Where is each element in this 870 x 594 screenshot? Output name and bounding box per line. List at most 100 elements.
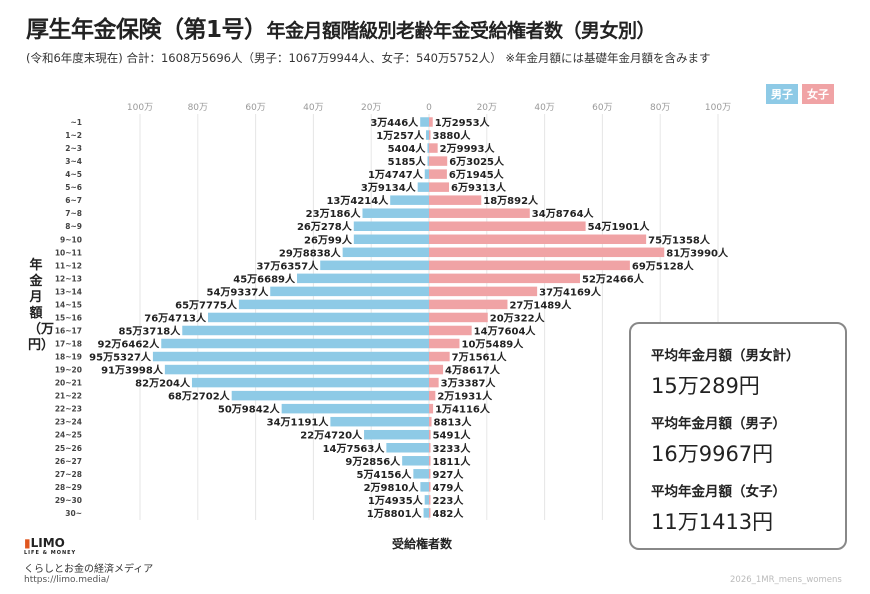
x-tick-label: 20万 xyxy=(361,103,381,113)
x-tick-label: 100万 xyxy=(127,103,153,113)
data-label-female: 2万1931人 xyxy=(437,390,493,403)
bar-female xyxy=(429,508,431,518)
y-tick-label: 23~24 xyxy=(55,418,82,427)
data-label-male: 23万186人 xyxy=(306,207,362,220)
bar-male xyxy=(402,456,429,466)
data-label-female: 6万3025人 xyxy=(449,155,505,168)
data-label-male: 91万3998人 xyxy=(101,364,164,377)
x-tick-label: 100万 xyxy=(705,103,731,113)
data-label-male: 5185人 xyxy=(388,155,427,168)
x-tick-label: 20万 xyxy=(477,103,497,113)
data-label-female: 37万4169人 xyxy=(539,285,602,298)
bar-male xyxy=(420,117,429,127)
bar-female xyxy=(429,403,434,414)
data-label-male: 5万4156人 xyxy=(357,468,413,481)
data-label-male: 22万4720人 xyxy=(300,429,363,442)
bar-male xyxy=(231,390,429,401)
data-label-female: 3万3387人 xyxy=(441,377,497,390)
data-label-female: 69万5128人 xyxy=(632,259,695,272)
bar-female xyxy=(429,247,665,258)
y-tick-label: 22~23 xyxy=(55,405,82,414)
legend-female: 女子 xyxy=(802,84,834,104)
x-tick-label: 80万 xyxy=(188,103,208,113)
x-tick-label: 80万 xyxy=(650,103,670,113)
data-label-male: 45万6689人 xyxy=(233,272,296,285)
bar-female xyxy=(429,364,444,375)
bar-male xyxy=(362,208,429,218)
bar-male xyxy=(238,299,429,310)
site-url[interactable]: https://limo.media/ xyxy=(24,575,110,585)
y-tick-label: 2~3 xyxy=(65,144,82,153)
data-label-female: 14万7604人 xyxy=(474,324,537,337)
data-label-male: 26万278人 xyxy=(297,220,353,233)
data-label-female: 10万5489人 xyxy=(461,338,524,351)
average-value: 11万1413円 xyxy=(651,510,774,534)
x-tick-label: 40万 xyxy=(534,103,554,113)
average-label: 平均年金月額（男子） xyxy=(651,416,786,432)
data-label-male: 14万7563人 xyxy=(323,442,386,455)
data-label-male: 92万6462人 xyxy=(98,338,161,351)
bar-female xyxy=(429,130,431,140)
y-tick-label: 18~19 xyxy=(55,353,82,362)
data-label-male: 54万9337人 xyxy=(206,285,269,298)
average-value: 16万9967円 xyxy=(651,442,774,466)
data-label-male: 50万9842人 xyxy=(218,403,281,416)
data-label-male: 95万5327人 xyxy=(89,351,152,364)
data-label-female: 2万9993人 xyxy=(440,142,496,155)
bar-male xyxy=(426,130,429,140)
tagline: くらしとお金の経済メディア xyxy=(24,564,154,575)
data-label-female: 223人 xyxy=(433,494,465,507)
y-tick-label: 27~28 xyxy=(55,470,82,479)
y-tick-label: 21~22 xyxy=(55,392,82,401)
average-female: 平均年金月額（女子） 11万1413円 xyxy=(651,480,786,536)
y-tick-label: 5~6 xyxy=(65,183,82,192)
bar-female xyxy=(429,169,447,179)
data-label-female: 4万8617人 xyxy=(445,364,501,377)
data-label-female: 27万1489人 xyxy=(509,298,572,311)
y-tick-label: 15~16 xyxy=(55,313,82,322)
image-credit: 2026_1MR_mens_womens xyxy=(730,575,842,585)
x-tick-label: 60万 xyxy=(592,103,612,113)
bar-male xyxy=(364,429,429,440)
data-label-female: 1万4116人 xyxy=(435,403,491,416)
y-tick-label: 7~8 xyxy=(65,209,82,218)
bar-female xyxy=(429,429,431,440)
bar-female xyxy=(429,260,630,271)
data-label-female: 34万8764人 xyxy=(532,207,595,220)
y-tick-label: 29~30 xyxy=(55,496,82,505)
y-tick-label: 28~29 xyxy=(55,483,82,492)
data-label-male: 29万8838人 xyxy=(279,246,342,259)
bar-male xyxy=(297,273,429,284)
bar-male xyxy=(424,169,429,179)
bar-male xyxy=(417,182,429,192)
x-axis-label: 受給権者数 xyxy=(392,537,453,551)
data-label-male: 2万9810人 xyxy=(364,481,420,494)
data-label-female: 6万1945人 xyxy=(449,168,505,181)
data-label-female: 927人 xyxy=(433,468,465,481)
bar-female xyxy=(429,443,431,453)
title-main: 厚生年金保険（第1号） xyxy=(26,17,267,43)
y-tick-label: 12~13 xyxy=(55,274,82,283)
average-label: 平均年金月額（男女計） xyxy=(651,348,800,364)
y-tick-label: 8~9 xyxy=(65,222,82,231)
y-tick-label: 1~2 xyxy=(65,131,82,140)
y-tick-label: 3~4 xyxy=(65,157,82,166)
bar-female xyxy=(429,143,438,153)
data-label-female: 54万1901人 xyxy=(588,220,651,233)
y-tick-label: 14~15 xyxy=(55,300,82,309)
data-label-male: 1万4935人 xyxy=(368,494,424,507)
data-label-male: 1万4747人 xyxy=(368,168,424,181)
bar-male xyxy=(423,508,429,518)
bar-female xyxy=(429,456,431,466)
data-label-female: 3880人 xyxy=(433,129,472,142)
bar-male xyxy=(427,156,429,166)
bar-female xyxy=(429,182,450,192)
y-tick-label: 16~17 xyxy=(55,326,82,335)
bar-female xyxy=(429,377,439,388)
y-tick-label: 19~20 xyxy=(55,366,82,375)
bar-male xyxy=(386,443,429,453)
bar-female xyxy=(429,195,482,205)
bar-female xyxy=(429,286,538,297)
bar-male xyxy=(330,416,429,427)
